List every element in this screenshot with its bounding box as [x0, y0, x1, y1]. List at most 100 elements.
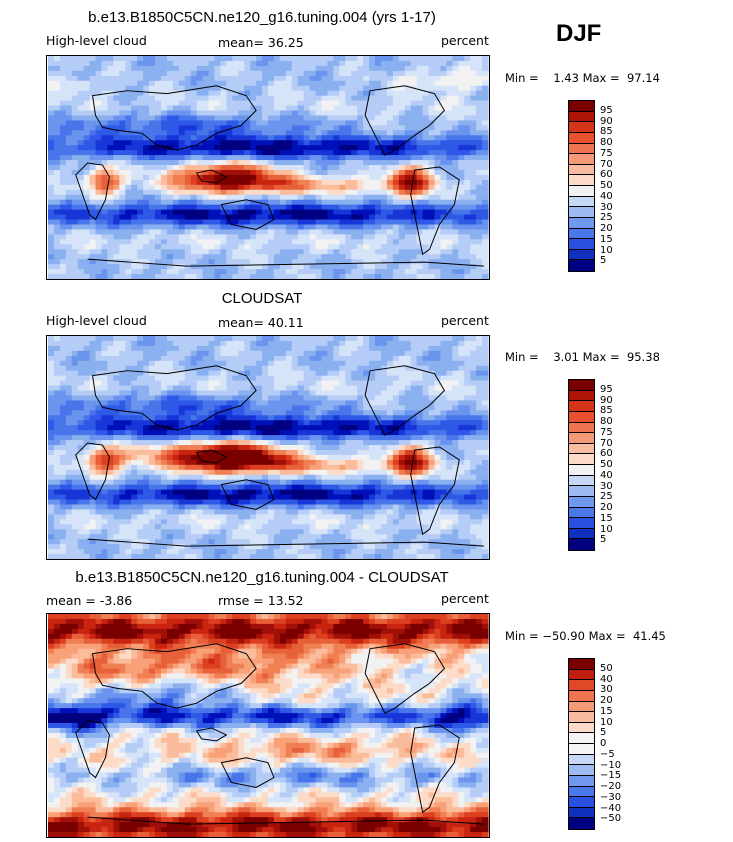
panel-3-mean-label: mean = -3.86: [46, 593, 133, 608]
colorbar-swatch: [569, 380, 594, 391]
panel-1-colorbar: [568, 100, 595, 272]
colorbar-tick-label: 10: [600, 244, 613, 256]
colorbar-swatch: [569, 390, 594, 402]
colorbar-swatch: [569, 401, 594, 412]
colorbar-swatch: [569, 733, 594, 744]
colorbar-swatch: [569, 507, 594, 519]
colorbar-tick-label: 85: [600, 405, 613, 417]
colorbar-tick-label: 25: [600, 491, 613, 503]
colorbar-swatch: [569, 807, 594, 819]
colorbar-swatch: [569, 754, 594, 766]
map-field-3: [47, 614, 489, 837]
colorbar-tick-label: 75: [600, 426, 613, 438]
colorbar-swatch: [569, 217, 594, 229]
colorbar-tick-label: −40: [600, 802, 622, 814]
colorbar-tick-label: −50: [600, 813, 622, 825]
colorbar-tick-label: 5: [600, 255, 607, 267]
colorbar-tick-label: 50: [600, 662, 613, 674]
colorbar-tick-label: 10: [600, 716, 613, 728]
panel-2-units-label: percent: [441, 313, 489, 328]
colorbar-tick-label: −30: [600, 791, 622, 803]
colorbar-swatch: [569, 680, 594, 691]
colorbar-swatch: [569, 454, 594, 465]
colorbar-swatch: [569, 443, 594, 455]
colorbar-swatch: [569, 690, 594, 702]
colorbar-tick-label: 15: [600, 512, 613, 524]
colorbar-swatch: [569, 786, 594, 798]
colorbar-tick-label: 30: [600, 684, 613, 696]
colorbar-tick-label: 25: [600, 212, 613, 224]
colorbar-tick-label: 90: [600, 394, 613, 406]
colorbar-swatch: [569, 669, 594, 681]
colorbar-tick-label: 80: [600, 137, 613, 148]
colorbar-swatch: [569, 475, 594, 487]
colorbar-swatch: [569, 101, 594, 112]
colorbar-swatch: [569, 722, 594, 734]
colorbar-tick-label: 60: [600, 169, 613, 181]
panel-1-variable-label: High-level cloud: [46, 33, 147, 48]
colorbar-tick-label: 90: [600, 115, 613, 127]
colorbar-tick-label: 15: [600, 233, 613, 245]
season-label: DJF: [556, 20, 602, 47]
panel-2-title: CLOUDSAT: [221, 290, 303, 307]
colorbar-swatch: [569, 496, 594, 508]
colorbar-tick-label: 50: [600, 459, 613, 470]
colorbar-swatch: [569, 433, 594, 444]
colorbar-swatch: [569, 175, 594, 186]
panel-3-minmax: Min = −50.90 Max = 41.45: [505, 629, 666, 643]
colorbar-swatch: [569, 411, 594, 423]
colorbar-swatch: [569, 239, 594, 250]
colorbar-tick-label: 95: [600, 383, 613, 395]
colorbar-swatch: [569, 132, 594, 144]
panel-3-colorbar: [568, 658, 595, 830]
colorbar-swatch: [569, 486, 594, 497]
colorbar-swatch: [569, 260, 594, 271]
colorbar-tick-label: 20: [600, 223, 613, 234]
colorbar-tick-label: −20: [600, 781, 622, 792]
colorbar-tick-label: 50: [600, 180, 613, 191]
colorbar-tick-label: 85: [600, 126, 613, 138]
colorbar-swatch: [569, 465, 594, 476]
colorbar-swatch: [569, 765, 594, 776]
panel-1-title: b.e13.B1850C5CN.ne120_g16.tuning.004 (yr…: [88, 9, 436, 26]
colorbar-swatch: [569, 249, 594, 261]
colorbar-tick-label: 15: [600, 705, 613, 717]
map-field-1: [47, 56, 489, 279]
colorbar-swatch: [569, 207, 594, 218]
panel-1-minmax: Min = 1.43 Max = 97.14: [505, 71, 660, 85]
colorbar-swatch: [569, 196, 594, 208]
colorbar-tick-label: 40: [600, 673, 613, 685]
panel-1-units-label: percent: [441, 33, 489, 48]
colorbar-swatch: [569, 712, 594, 723]
panel-3-colorbar-labels: 50 40 30 20 15 10 5 0 −5 −10 −15 −20 −30 −40 −50: [600, 658, 640, 830]
colorbar-swatch: [569, 228, 594, 240]
colorbar-tick-label: 40: [600, 190, 613, 202]
colorbar-tick-label: 80: [600, 416, 613, 427]
colorbar-swatch: [569, 122, 594, 133]
colorbar-tick-label: 70: [600, 158, 613, 170]
colorbar-swatch: [569, 744, 594, 755]
colorbar-tick-label: 0: [600, 738, 607, 749]
panel-3-map: [46, 613, 490, 838]
colorbar-swatch: [569, 422, 594, 434]
colorbar-tick-label: 5: [600, 534, 607, 546]
panel-3-units-label: percent: [441, 591, 489, 606]
panel-2-variable-label: High-level cloud: [46, 313, 147, 328]
panel-1-colorbar-labels: 95 90 85 80 75 70 60 50 40 30 25 20 15 10 5: [600, 100, 640, 272]
colorbar-swatch: [569, 518, 594, 529]
colorbar-swatch: [569, 818, 594, 829]
panel-3-rmse-label: rmse = 13.52: [218, 593, 304, 608]
colorbar-swatch: [569, 797, 594, 808]
colorbar-tick-label: 30: [600, 201, 613, 213]
colorbar-tick-label: 20: [600, 502, 613, 513]
colorbar-swatch: [569, 701, 594, 713]
panel-2-mean-label: mean= 40.11: [218, 315, 304, 330]
colorbar-swatch: [569, 539, 594, 550]
colorbar-swatch: [569, 775, 594, 787]
colorbar-swatch: [569, 143, 594, 155]
colorbar-tick-label: 20: [600, 695, 613, 706]
panel-2-minmax: Min = 3.01 Max = 95.38: [505, 350, 660, 364]
colorbar-tick-label: 60: [600, 448, 613, 460]
colorbar-swatch: [569, 528, 594, 540]
colorbar-tick-label: 95: [600, 104, 613, 116]
